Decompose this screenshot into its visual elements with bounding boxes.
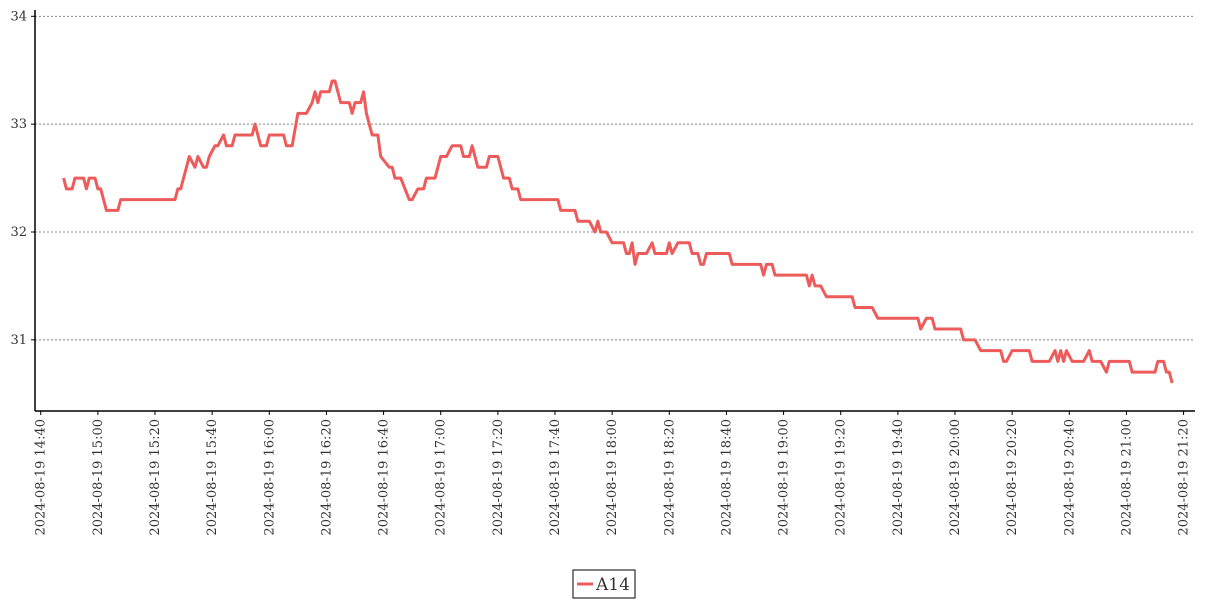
x-tick-label: 2024-08-19 19:20 [834,419,849,536]
x-tick-label: 2024-08-19 21:00 [1119,419,1134,536]
series-line [62,79,1174,384]
x-tick-label: 2024-08-19 21:20 [1177,419,1192,536]
x-tick-label: 2024-08-19 20:40 [1062,419,1077,536]
x-tick-label: 2024-08-19 18:00 [605,419,620,536]
x-tick-label: 2024-08-19 19:00 [777,419,792,536]
y-tick-label: 32 [10,225,27,240]
x-tick-label: 2024-08-19 16:00 [262,419,277,536]
x-tick-label: 2024-08-19 15:20 [148,419,163,536]
x-tick-label: 2024-08-19 17:00 [434,419,449,536]
x-tick-label: 2024-08-19 19:40 [891,419,906,536]
x-tick-label: 2024-08-19 14:40 [34,419,49,536]
y-tick-label: 33 [10,117,27,132]
x-tick-label: 2024-08-19 16:40 [377,419,392,536]
x-tick-label: 2024-08-19 16:20 [319,419,334,536]
legend-label: A14 [595,575,630,595]
x-tick-label: 2024-08-19 17:40 [548,419,563,536]
x-tick-label: 2024-08-19 15:40 [205,419,220,536]
x-tick-label: 2024-08-19 17:20 [491,419,506,536]
x-tick-label: 2024-08-19 20:00 [948,419,963,536]
y-tick-label: 34 [10,9,27,24]
x-tick-label: 2024-08-19 18:40 [719,419,734,536]
x-tick-label: 2024-08-19 15:00 [91,419,106,536]
x-tick-label: 2024-08-19 18:20 [662,419,677,536]
x-tick-label: 2024-08-19 20:20 [1005,419,1020,536]
y-tick-label: 31 [10,333,27,348]
